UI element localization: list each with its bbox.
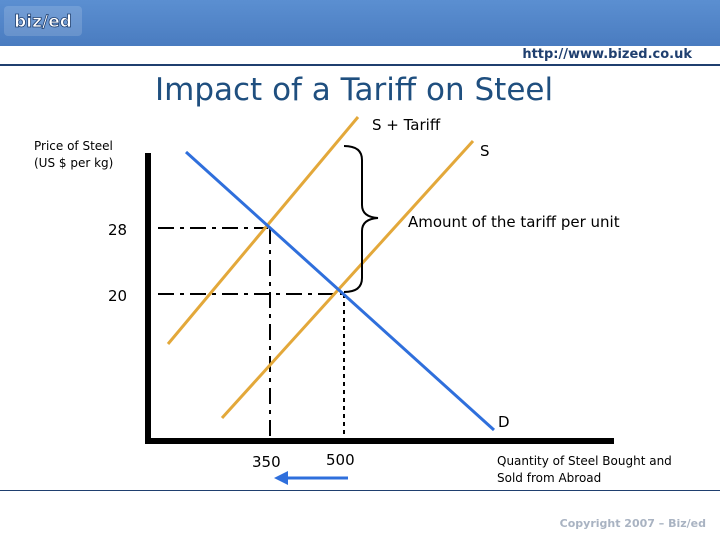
- demand-label: D: [498, 413, 510, 431]
- footer-divider: [0, 490, 720, 491]
- slide-title: Impact of a Tariff on Steel: [155, 72, 554, 108]
- x-axis-label-line1: Quantity of Steel Bought and: [497, 454, 672, 468]
- url-bar: [0, 46, 720, 64]
- tariff-brace: [343, 145, 379, 293]
- y-axis-label-line2: (US $ per kg): [34, 156, 113, 170]
- site-url[interactable]: http://www.bized.co.uk: [522, 47, 692, 62]
- demand-line: [184, 150, 496, 432]
- supply-tariff-label: S + Tariff: [372, 116, 441, 134]
- logo-text: biz/ed: [14, 12, 72, 32]
- qty-low-label: 350: [252, 453, 281, 471]
- x-axis-label-line2: Sold from Abroad: [497, 471, 601, 485]
- supply-line: [220, 139, 475, 420]
- copyright-text: Copyright 2007 – Biz/ed: [559, 517, 706, 530]
- import-reduction-arrowhead: [274, 471, 288, 485]
- supply-label: S: [480, 142, 490, 160]
- bized-logo: biz/ed: [4, 6, 82, 36]
- price-high-label: 28: [108, 221, 127, 239]
- supply-plus-tariff-line: [166, 116, 360, 345]
- header-band: [0, 0, 720, 46]
- y-axis-label-line1: Price of Steel: [34, 139, 113, 153]
- tariff-annotation: Amount of the tariff per unit: [408, 213, 620, 231]
- price-low-label: 20: [108, 287, 127, 305]
- url-divider: [0, 64, 720, 66]
- qty-high-label: 500: [326, 451, 355, 469]
